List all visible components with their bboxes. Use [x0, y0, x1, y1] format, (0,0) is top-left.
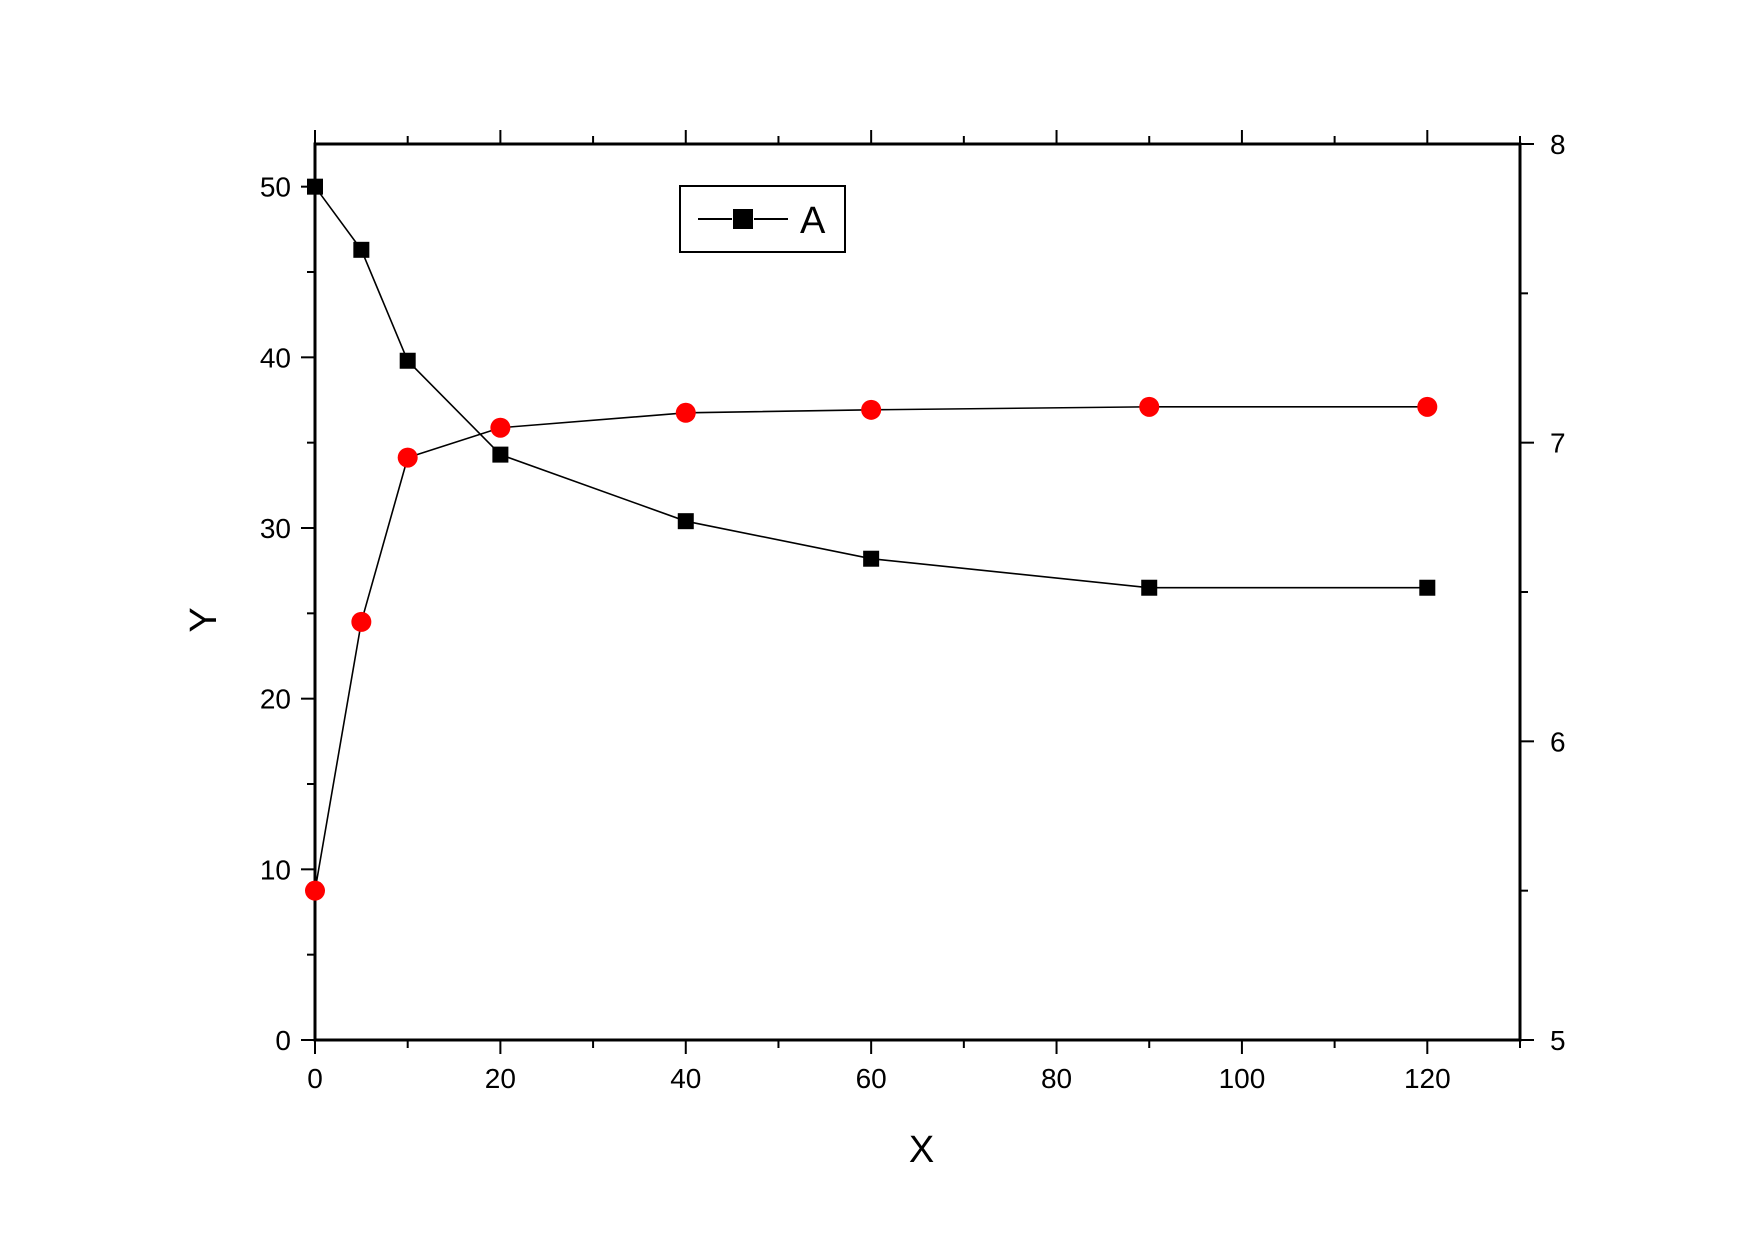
data-point-square	[677, 513, 694, 530]
y-tick-label: 0	[275, 1025, 291, 1056]
x-axis-title: X	[909, 1129, 934, 1171]
data-point-square	[1141, 579, 1158, 596]
x-tick-label: 120	[1404, 1063, 1451, 1094]
y2-tick-label: 5	[1550, 1025, 1566, 1056]
data-point-circle	[861, 399, 882, 420]
legend: A	[679, 185, 846, 253]
y-tick-label: 50	[260, 172, 291, 203]
data-point-square	[353, 241, 370, 258]
data-point-circle	[1139, 396, 1160, 417]
series-line-1	[314, 186, 1428, 589]
x-tick-label: 60	[856, 1063, 887, 1094]
data-point-square	[863, 550, 880, 567]
legend-marker-square	[733, 209, 753, 229]
y-axis-title: Y	[183, 607, 225, 632]
y2-tick-label: 6	[1550, 726, 1566, 757]
x-tick-label: 40	[670, 1063, 701, 1094]
series-lines	[314, 186, 1428, 891]
y-tick-label: 20	[260, 684, 291, 715]
y2-tick-label: 8	[1550, 129, 1566, 160]
y-tick-label: 10	[260, 854, 291, 885]
data-point-circle	[1417, 396, 1438, 417]
data-point-square	[492, 446, 509, 463]
y-tick-label: 40	[260, 342, 291, 373]
data-point-square	[399, 352, 416, 369]
data-point-circle	[397, 447, 418, 468]
x-tick-label: 0	[307, 1063, 323, 1094]
x-tick-label: 20	[485, 1063, 516, 1094]
data-point-square	[307, 178, 323, 195]
data-point-square	[1419, 579, 1436, 596]
data-point-circle	[490, 417, 511, 438]
axis-ticks: 0 20 40 60 80 100 120 0 10 20 30 40 50 5 6 7 8	[260, 129, 1566, 1094]
data-point-circle	[351, 611, 372, 632]
legend-label: A	[800, 200, 826, 242]
data-point-circle	[305, 880, 325, 901]
y2-tick-label: 7	[1550, 428, 1566, 459]
series-line-2	[314, 406, 1428, 891]
x-tick-label: 80	[1041, 1063, 1072, 1094]
data-point-circle	[675, 402, 696, 423]
x-tick-label: 100	[1219, 1063, 1266, 1094]
y-tick-label: 30	[260, 513, 291, 544]
series-markers	[305, 178, 1438, 901]
